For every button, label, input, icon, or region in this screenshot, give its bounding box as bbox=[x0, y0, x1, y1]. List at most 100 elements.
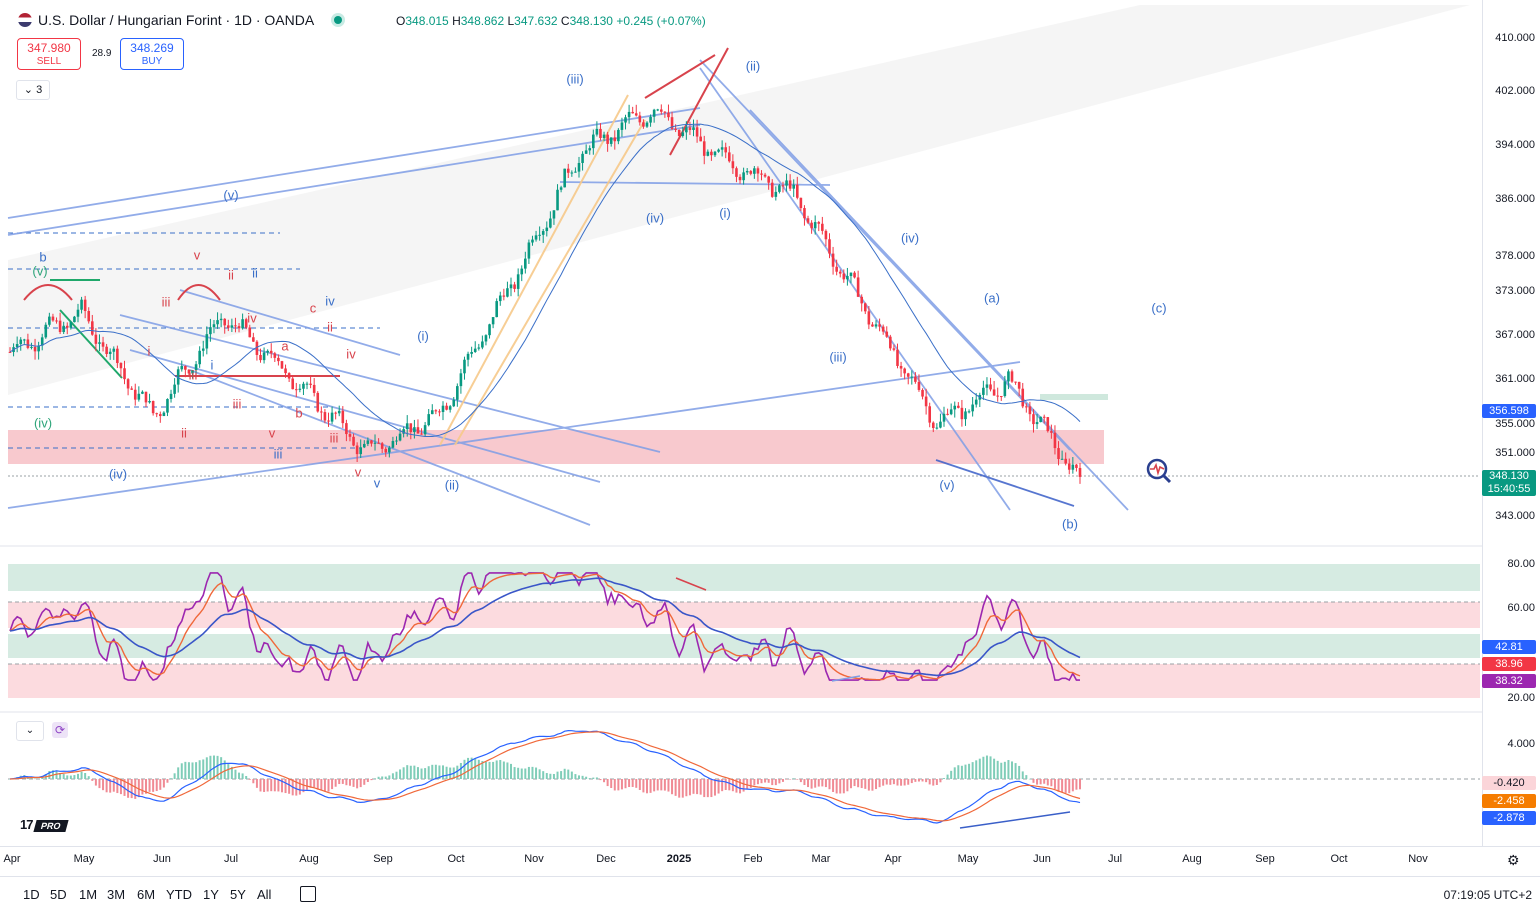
candle bbox=[545, 227, 549, 232]
candle bbox=[269, 350, 273, 354]
pane-collapse-button[interactable]: ⌄ bbox=[16, 721, 44, 741]
time-tick: Oct bbox=[1330, 853, 1348, 865]
candle bbox=[388, 447, 391, 453]
macd-bar bbox=[799, 779, 802, 783]
candle bbox=[94, 334, 98, 344]
range-all-button[interactable]: All bbox=[257, 887, 272, 902]
macd-bar bbox=[932, 779, 935, 786]
candle bbox=[262, 352, 266, 361]
candle bbox=[799, 197, 803, 209]
range-1d-button[interactable]: 1D bbox=[23, 887, 40, 902]
candle bbox=[44, 324, 48, 338]
high-value: 348.862 bbox=[460, 14, 505, 28]
macd-bar bbox=[939, 779, 942, 783]
candle bbox=[416, 427, 420, 434]
macd-bar bbox=[907, 779, 910, 785]
chart-canvas[interactable] bbox=[0, 0, 1482, 846]
sell-button[interactable]: 347.980 SELL bbox=[17, 38, 81, 70]
candle bbox=[806, 218, 810, 223]
refresh-icon[interactable]: ⟳ bbox=[52, 722, 68, 738]
range-5y-button[interactable]: 5Y bbox=[230, 887, 246, 902]
candle bbox=[169, 393, 173, 400]
range-5d-button[interactable]: 5D bbox=[50, 887, 67, 902]
macd-bar bbox=[592, 777, 595, 779]
wave-label: i bbox=[147, 343, 151, 359]
macd-bar bbox=[921, 779, 924, 782]
clock-timezone[interactable]: 07:19:05 UTC+2 bbox=[1443, 888, 1532, 902]
candle bbox=[201, 348, 205, 351]
macd-bar bbox=[570, 771, 573, 779]
candle bbox=[320, 411, 323, 413]
price-scale[interactable]: 410.000 402.000 394.000 386.000 378.000 … bbox=[1482, 0, 1540, 846]
macd-bar bbox=[925, 779, 928, 783]
macd-bar bbox=[835, 779, 838, 794]
indicators-toggle-button[interactable]: ⌄ 3 bbox=[16, 80, 50, 100]
candle bbox=[792, 184, 796, 189]
calendar-icon[interactable] bbox=[300, 886, 316, 902]
macd-bar bbox=[982, 756, 985, 779]
candle bbox=[287, 373, 291, 379]
reference-price-tag: 356.598 bbox=[1482, 404, 1536, 418]
macd-bar bbox=[1028, 778, 1031, 780]
range-1m-button[interactable]: 1M bbox=[79, 887, 98, 902]
range-ytd-button[interactable]: YTD bbox=[166, 887, 192, 902]
close-value: 348.130 bbox=[569, 14, 613, 28]
macd-bar bbox=[1036, 779, 1039, 785]
time-axis[interactable]: Apr May Jun Jul Aug Sep Oct Nov Dec 2025… bbox=[0, 846, 1540, 875]
macd-bar bbox=[742, 779, 745, 792]
candle bbox=[477, 347, 481, 349]
range-3m-button[interactable]: 3M bbox=[107, 887, 126, 902]
candle bbox=[516, 274, 520, 289]
candle bbox=[842, 273, 846, 280]
wave-label: (iii) bbox=[829, 349, 847, 365]
candle bbox=[534, 235, 538, 240]
macd-bar bbox=[824, 779, 827, 788]
macd-bar bbox=[1053, 779, 1056, 789]
range-6m-button[interactable]: 6M bbox=[137, 887, 156, 902]
macd-bar bbox=[463, 759, 466, 779]
time-tick: May bbox=[957, 853, 979, 865]
macd-bar bbox=[846, 779, 849, 792]
candle bbox=[1078, 467, 1082, 477]
candle bbox=[37, 345, 40, 352]
candle bbox=[65, 325, 69, 328]
candle bbox=[720, 147, 724, 150]
settings-gear-icon[interactable]: ⚙ bbox=[1507, 852, 1520, 868]
candle bbox=[466, 353, 470, 360]
candle bbox=[73, 316, 76, 323]
macd-bar bbox=[323, 779, 326, 792]
candle bbox=[40, 337, 44, 346]
macd-signal-tag: -2.458 bbox=[1482, 794, 1536, 808]
macd-bar bbox=[774, 779, 777, 786]
candle bbox=[613, 137, 617, 142]
buy-button[interactable]: 348.269 BUY bbox=[120, 38, 184, 70]
macd-bar bbox=[785, 779, 788, 780]
candle bbox=[889, 336, 892, 349]
candle bbox=[438, 411, 441, 413]
magnifier-replay-icon[interactable] bbox=[1146, 458, 1172, 484]
macd-bar bbox=[860, 779, 863, 789]
candle bbox=[910, 376, 914, 378]
macd-bar bbox=[663, 779, 666, 791]
candle bbox=[280, 361, 284, 369]
candle bbox=[1053, 432, 1057, 449]
macd-bar bbox=[871, 779, 874, 791]
macd-bar bbox=[220, 757, 223, 779]
range-1y-button[interactable]: 1Y bbox=[203, 887, 219, 902]
candle bbox=[595, 128, 599, 135]
macd-bar bbox=[306, 779, 309, 790]
tradingview-logo: 17 PRO bbox=[20, 817, 69, 832]
candle bbox=[327, 420, 330, 422]
candle bbox=[577, 162, 581, 172]
macd-bar bbox=[187, 762, 190, 779]
symbol-title[interactable]: U.S. Dollar / Hungarian Forint · 1D · OA… bbox=[18, 12, 343, 28]
candle bbox=[513, 284, 516, 289]
time-tick: Dec bbox=[596, 853, 616, 865]
macd-bar bbox=[352, 779, 355, 787]
candle bbox=[48, 316, 51, 325]
candle bbox=[184, 366, 187, 370]
candle bbox=[881, 326, 885, 332]
candle bbox=[55, 320, 58, 322]
candle bbox=[727, 152, 731, 162]
candle bbox=[756, 168, 760, 174]
